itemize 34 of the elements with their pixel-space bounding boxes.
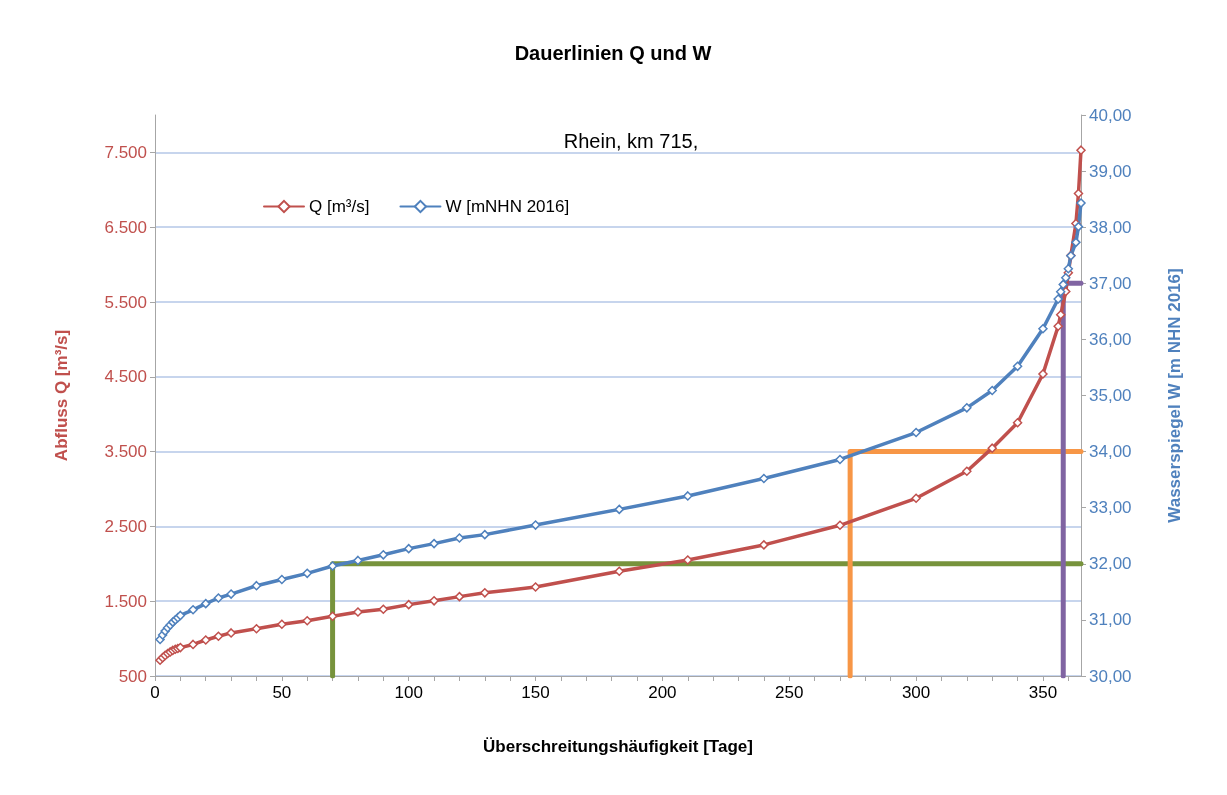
y-tick-label: 500 [118,666,147,686]
y2-tick-label: 38,00 [1089,217,1132,237]
y-tick-label: 3.500 [104,442,147,462]
y2-tick-label: 35,00 [1089,386,1132,405]
y-tick-label: 5.500 [104,292,147,312]
x-tick-label: 150 [521,683,550,702]
y-tick-label: 4.500 [104,367,147,387]
x-tick-label: 50 [272,683,292,702]
text: Rhein, km 715, [563,130,699,152]
x-tick-label: 350 [1028,683,1058,702]
y2-tick-label: 36,00 [1089,329,1132,349]
x-tick-label: 300 [901,683,931,702]
legend-label: W [mNHN 2016] [445,197,570,216]
y2-tick-label: 30,00 [1089,666,1132,686]
y2-axis-title: Wasserspiegel W [m NHN 2016] [1165,268,1184,523]
x-tick-label: 250 [775,683,804,702]
y2-tick-label: 37,00 [1089,273,1132,293]
y-tick-label: 2.500 [104,516,147,536]
y-tick-label: 7.500 [104,142,147,162]
y2-tick-label: 31,00 [1089,610,1132,630]
y2-tick-label: 40,00 [1089,105,1132,125]
y-tick-label: 6.500 [104,217,147,237]
y2-tick-label: 34,00 [1089,442,1132,462]
x-tick-label: 0 [150,683,160,702]
x-tick-label: 200 [648,683,677,702]
y2-tick-label: 32,00 [1089,554,1132,574]
y-tick-label: 1.500 [104,591,147,611]
legend-label: Q [m³/s] [309,197,370,216]
y2-tick-label: 39,00 [1089,161,1132,181]
x-axis-title: Überschreitungshäufigkeit [Tage] [483,737,753,756]
x-tick-label: 100 [394,683,423,702]
chart-title: Dauerlinien Q und W [514,42,712,64]
y-axis-title: Abfluss Q [m³/s] [52,329,71,462]
y2-tick-label: 33,00 [1089,498,1132,518]
